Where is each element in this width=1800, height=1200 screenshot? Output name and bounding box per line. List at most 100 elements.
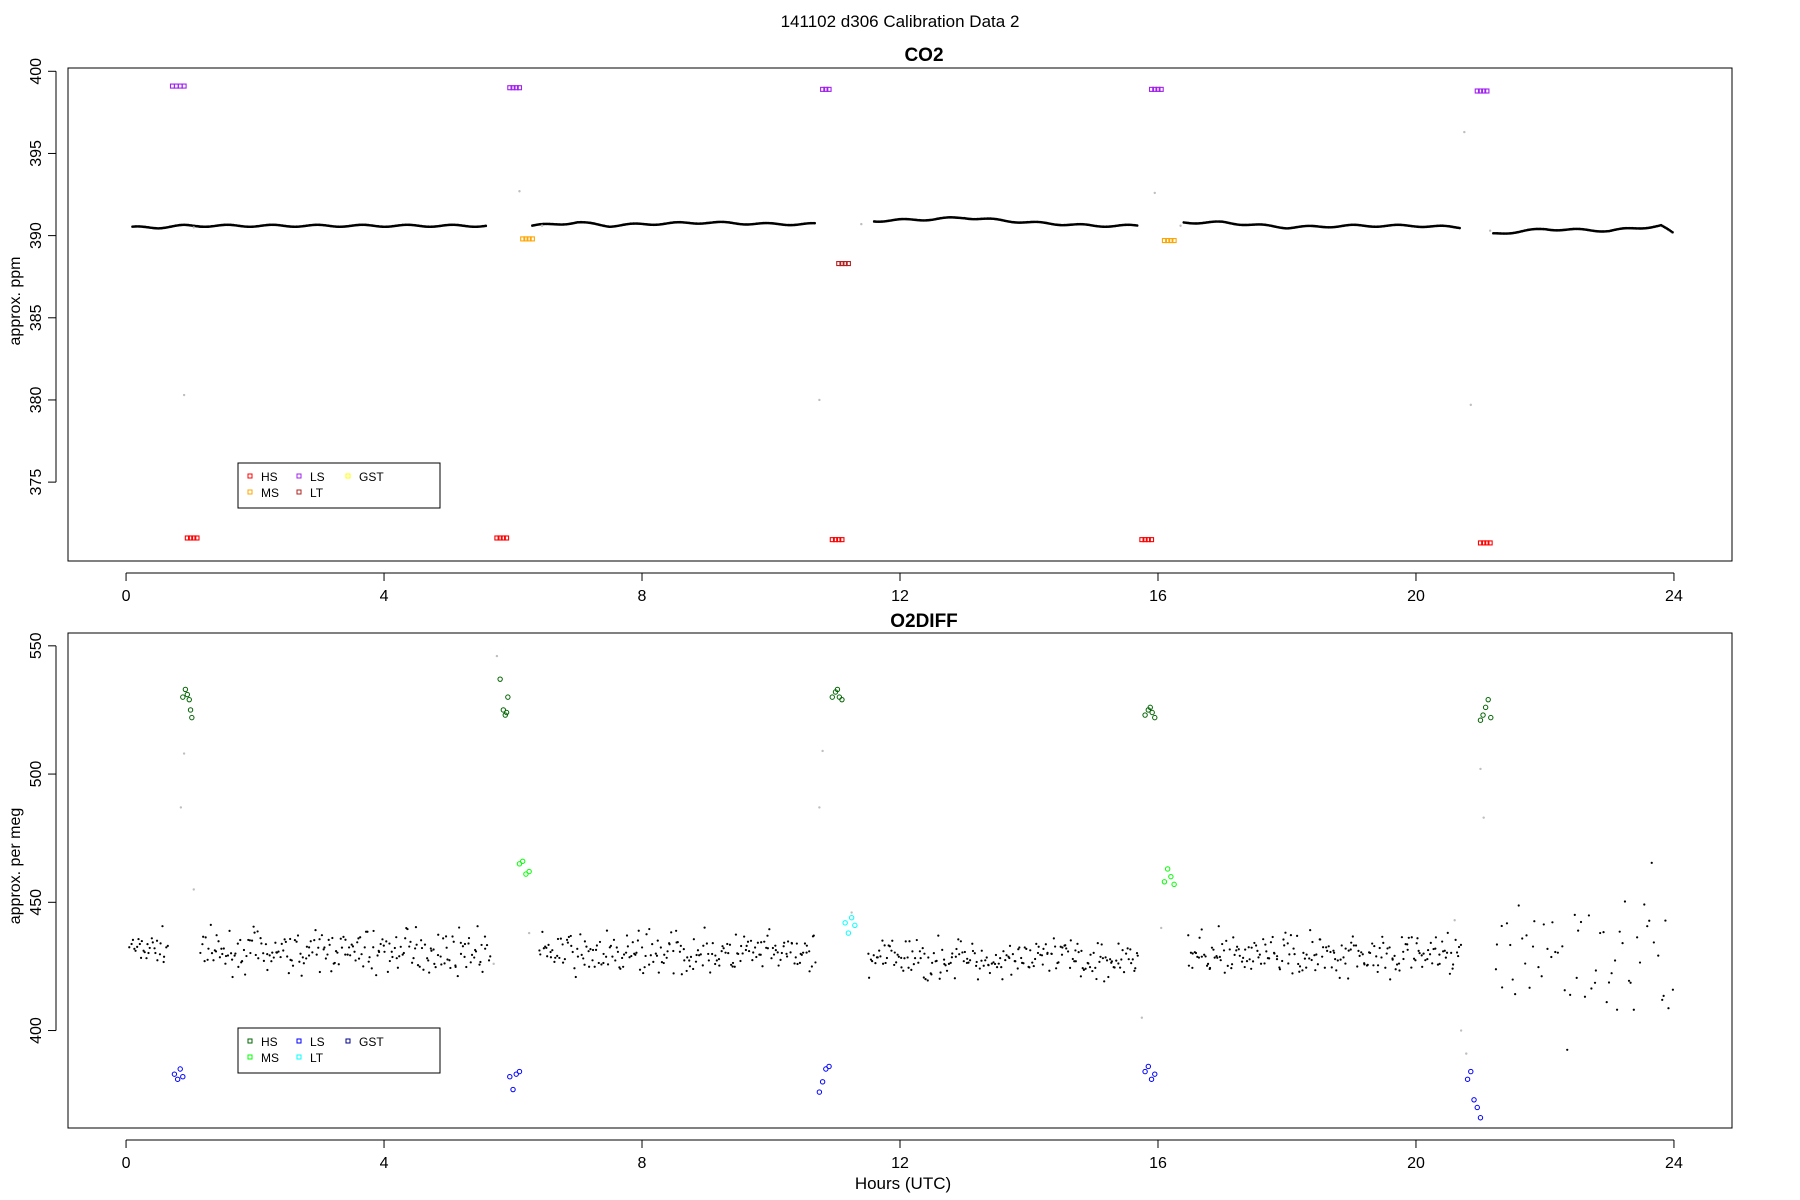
co2-hs-point [1142, 537, 1148, 543]
o2diff-baseline-point [133, 947, 136, 950]
o2diff-baseline-point [1200, 955, 1203, 958]
co2-transition-point [860, 222, 863, 226]
o2diff-transition-point [1140, 1016, 1144, 1019]
o2diff-baseline-point [161, 925, 164, 928]
o2diff-baseline-point [212, 959, 215, 962]
o2diff-baseline-point [1402, 957, 1405, 961]
o2diff-baseline-point [549, 950, 552, 954]
o2diff-baseline-point [1226, 964, 1229, 967]
o2diff-baseline-point [323, 946, 326, 949]
o2diff-baseline-point [987, 964, 990, 967]
o2diff-baseline-point [696, 949, 700, 952]
o2diff-baseline-point [927, 956, 930, 959]
o2diff-baseline-point [214, 950, 218, 953]
o2diff-baseline-point [919, 957, 922, 960]
o2diff-baseline-point [741, 952, 744, 955]
o2diff-baseline-point [1443, 949, 1446, 952]
o2diff-baseline-point [1018, 946, 1021, 949]
o2diff-baseline-point [274, 941, 277, 944]
o2diff-baseline-point [1265, 950, 1268, 953]
o2diff-baseline-point [1028, 966, 1031, 969]
o2diff-baseline-point [331, 936, 334, 940]
o2diff-baseline-point [1113, 966, 1116, 969]
o2diff-x-tick-label: 16 [1149, 1155, 1167, 1172]
o2diff-baseline-point [256, 930, 259, 933]
o2diff-legend-label-lt: LT [310, 1051, 324, 1065]
o2diff-baseline-point [1424, 959, 1427, 962]
o2diff-baseline-point [1100, 943, 1103, 946]
o2diff-baseline-point [428, 971, 431, 974]
o2diff-baseline-point [233, 954, 236, 957]
o2diff-baseline-point [906, 956, 909, 959]
o2diff-baseline-point [655, 954, 659, 957]
o2diff-legend-swatch-hs [247, 1038, 253, 1044]
o2diff-baseline-point [1495, 943, 1499, 946]
o2diff-baseline-point [565, 938, 569, 941]
o2diff-baseline-point [1101, 957, 1105, 960]
o2diff-transition-point [179, 806, 183, 809]
o2diff-baseline-point [900, 956, 903, 959]
co2-lt-point [836, 261, 842, 267]
o2diff-baseline-point [1117, 942, 1120, 945]
o2diff-baseline-point [605, 929, 609, 932]
o2diff-transition-point [192, 888, 195, 891]
o2diff-ls-point [174, 1076, 181, 1082]
o2diff-baseline-point [672, 949, 675, 953]
o2diff-transition-point [1479, 767, 1482, 771]
o2diff-hs-point [502, 712, 508, 718]
o2diff-baseline-point [897, 955, 900, 958]
co2-x-tick-label: 24 [1665, 588, 1683, 605]
o2diff-baseline-point [311, 951, 314, 954]
o2diff-baseline-point [790, 942, 794, 945]
o2diff-baseline-point [354, 959, 357, 962]
o2diff-baseline-point [1667, 1007, 1670, 1010]
o2diff-baseline-point [1643, 903, 1646, 906]
o2diff-baseline-point [1253, 941, 1256, 945]
o2diff-transition-point [1453, 919, 1456, 922]
o2diff-baseline-point [1352, 944, 1355, 947]
o2diff-baseline-point [1451, 967, 1454, 970]
o2diff-ls-point [516, 1068, 523, 1075]
o2diff-y-axis: 400 450 500 550 [28, 632, 57, 1044]
o2diff-baseline-point [645, 933, 648, 936]
o2diff-baseline-point [1590, 987, 1593, 990]
o2diff-baseline-point [440, 963, 443, 966]
o2diff-baseline-point [1334, 958, 1337, 961]
o2diff-baseline-point [638, 968, 642, 971]
o2diff-baseline-point [264, 943, 268, 946]
o2diff-baseline-point [1310, 958, 1313, 962]
o2diff-baseline-point [1618, 930, 1621, 933]
o2diff-x-tick-label: 0 [122, 1155, 131, 1172]
co2-x-tick-label: 0 [122, 588, 131, 605]
o2diff-baseline-point [971, 949, 975, 953]
o2diff-baseline-point [322, 948, 325, 951]
co2-y-tick-label: 390 [28, 222, 45, 249]
o2diff-baseline-point [988, 971, 992, 975]
o2diff-baseline-point [867, 952, 870, 955]
o2diff-baseline-point [1247, 946, 1250, 949]
o2diff-baseline-point [1065, 947, 1068, 950]
o2diff-baseline-point [924, 978, 927, 981]
o2diff-baseline-point [1034, 957, 1037, 961]
o2diff-baseline-point [415, 943, 418, 946]
o2diff-transition-point [1459, 1029, 1463, 1032]
o2diff-baseline-point [138, 942, 141, 946]
o2diff-baseline-point [1380, 956, 1383, 959]
o2diff-baseline-point [611, 955, 614, 958]
o2diff-baseline-point [1081, 967, 1084, 970]
o2diff-baseline-point [143, 951, 146, 954]
o2diff-baseline-point [291, 964, 295, 967]
o2diff-baseline-point [547, 943, 550, 946]
o2diff-baseline-point [449, 966, 452, 970]
o2diff-baseline-point [1029, 949, 1032, 952]
o2diff-baseline-point [1004, 959, 1007, 962]
o2diff-ls-point [513, 1071, 519, 1077]
o2diff-baseline-point [1429, 941, 1432, 944]
o2diff-baseline-point [272, 956, 275, 959]
o2diff-baseline-point [1002, 950, 1005, 953]
co2-hs-point [1148, 537, 1155, 543]
o2diff-baseline-point [1434, 947, 1437, 950]
o2diff-baseline-point [1031, 961, 1034, 964]
o2diff-baseline-point [893, 951, 896, 954]
o2diff-baseline-point [430, 949, 433, 952]
